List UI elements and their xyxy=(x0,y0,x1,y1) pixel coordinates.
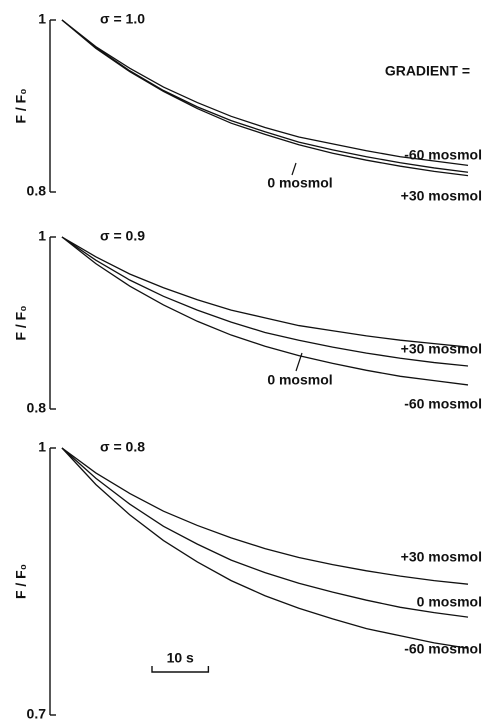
series-label: 0 mosmol xyxy=(267,175,332,191)
leader-line xyxy=(291,162,297,176)
series-label: +30 mosmol xyxy=(401,188,482,204)
curve xyxy=(61,236,469,386)
curve xyxy=(61,236,469,367)
panel-title: σ = 1.0 xyxy=(100,11,145,27)
scale-bar-label: 10 s xyxy=(167,650,194,666)
series-label: 0 mosmol xyxy=(267,372,332,388)
y-tick-label: 0.8 xyxy=(27,183,47,199)
series-label: -60 mosmol xyxy=(404,396,482,412)
panel-title: σ = 0.9 xyxy=(100,228,145,244)
y-tick-label: 1 xyxy=(38,228,46,244)
scale-bar xyxy=(151,666,210,673)
series-label: +30 mosmol xyxy=(401,549,482,565)
curve xyxy=(61,236,469,348)
annotation: GRADIENT = xyxy=(385,63,470,79)
y-tick-label: 0.7 xyxy=(27,706,47,722)
curve xyxy=(61,19,469,177)
curve xyxy=(61,19,469,173)
series-label: 0 mosmol xyxy=(417,594,482,610)
panel-title: σ = 0.8 xyxy=(100,439,145,455)
y-tick-label: 1 xyxy=(38,11,46,27)
curve xyxy=(61,447,469,585)
series-label: -60 mosmol xyxy=(404,641,482,657)
curve xyxy=(61,19,469,166)
series-label: +30 mosmol xyxy=(401,341,482,357)
curve xyxy=(61,447,469,649)
y-tick-label: 1 xyxy=(38,439,46,455)
y-axis-label: F / F₀ xyxy=(13,564,29,599)
y-tick-label: 0.8 xyxy=(27,400,47,416)
y-axis-label: F / F₀ xyxy=(13,88,29,123)
curve xyxy=(61,447,469,618)
series-label: -60 mosmol xyxy=(404,147,482,163)
y-axis-label: F / F₀ xyxy=(13,305,29,340)
